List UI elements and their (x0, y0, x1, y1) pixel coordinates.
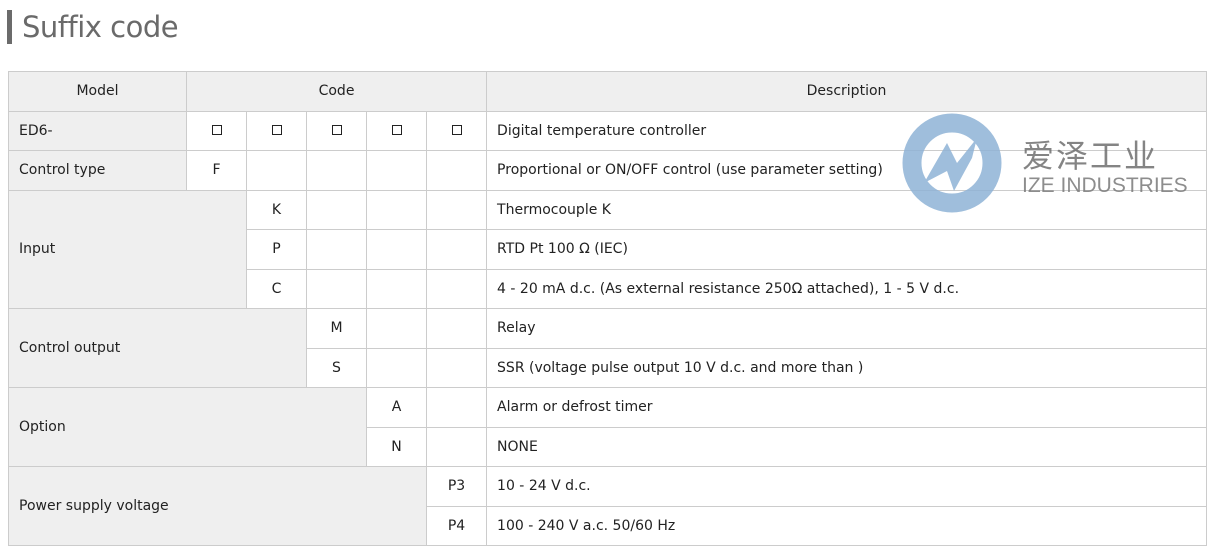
description: Proportional or ON/OFF control (use para… (486, 150, 1207, 191)
code: S (306, 347, 367, 388)
table-row: Power supply voltage P3 10 - 24 V d.c. (8, 466, 1207, 546)
empty-cell (366, 229, 427, 270)
row-label: ED6- (8, 110, 187, 151)
code: P4 (425, 505, 488, 546)
table-row: ED6- Digital temperature controller (8, 110, 1207, 151)
title-text: Suffix code (22, 10, 179, 44)
empty-cell (366, 189, 427, 230)
description: 4 - 20 mA d.c. (As external resistance 2… (486, 268, 1207, 309)
empty-cell (306, 150, 367, 191)
empty-cell (425, 308, 488, 349)
empty-cell (306, 189, 367, 230)
table-row: C 4 - 20 mA d.c. (As external resistance… (9, 268, 1207, 309)
table-row: N NONE (9, 426, 1207, 467)
table-row: P4 100 - 240 V a.c. 50/60 Hz (9, 505, 1207, 546)
empty-cell (366, 347, 427, 388)
description: Digital temperature controller (486, 110, 1207, 151)
code-placeholder (425, 110, 488, 151)
description: Thermocouple K (486, 189, 1207, 230)
square-icon (391, 124, 402, 135)
empty-cell (366, 268, 427, 309)
table-row: Input K Thermocouple K (8, 189, 1207, 309)
code-placeholder (246, 110, 307, 151)
code: P (246, 229, 307, 270)
suffix-code-table: Model Code Description ED6- Digital temp… (8, 71, 1207, 546)
empty-cell (425, 347, 488, 388)
empty-cell (366, 308, 427, 349)
section-title: Suffix code (7, 9, 179, 45)
description: 100 - 240 V a.c. 50/60 Hz (486, 505, 1207, 546)
square-icon (271, 124, 282, 135)
description: 10 - 24 V d.c. (486, 466, 1207, 507)
description: Alarm or defrost timer (486, 387, 1207, 428)
code-placeholder (186, 110, 247, 151)
square-icon (331, 124, 342, 135)
header-code: Code (185, 71, 488, 112)
empty-cell (366, 150, 427, 191)
row-label: Input (8, 189, 247, 309)
header-model: Model (8, 71, 187, 112)
code-placeholder (306, 110, 367, 151)
square-icon (211, 124, 222, 135)
table-row: S SSR (voltage pulse output 10 V d.c. an… (9, 347, 1207, 388)
row-label: Option (8, 387, 367, 467)
empty-cell (425, 268, 488, 309)
table-header: Model Code Description (8, 71, 1207, 112)
empty-cell (246, 150, 307, 191)
code: K (246, 189, 307, 230)
table-row: P RTD Pt 100 Ω (IEC) (9, 229, 1207, 270)
empty-cell (425, 189, 488, 230)
empty-cell (425, 229, 488, 270)
code: N (366, 426, 427, 467)
description: NONE (486, 426, 1207, 467)
title-accent-bar (7, 10, 12, 44)
code: M (306, 308, 367, 349)
code: C (246, 268, 307, 309)
code: P3 (425, 466, 488, 507)
empty-cell (425, 150, 488, 191)
code-placeholder (366, 110, 427, 151)
empty-cell (306, 229, 367, 270)
description: SSR (voltage pulse output 10 V d.c. and … (486, 347, 1207, 388)
header-description: Description (486, 71, 1207, 112)
empty-cell (425, 426, 488, 467)
row-label: Control type (8, 150, 187, 191)
description: RTD Pt 100 Ω (IEC) (486, 229, 1207, 270)
row-label: Power supply voltage (8, 466, 427, 546)
table-row: Control output M Relay (8, 308, 1207, 388)
description: Relay (486, 308, 1207, 349)
empty-cell (425, 387, 488, 428)
table-row: Option A Alarm or defrost timer (8, 387, 1207, 467)
empty-cell (306, 268, 367, 309)
code: A (366, 387, 427, 428)
table-row: Control type F Proportional or ON/OFF co… (8, 150, 1207, 191)
square-icon (451, 124, 462, 135)
code: F (186, 150, 247, 191)
row-label: Control output (8, 308, 307, 388)
